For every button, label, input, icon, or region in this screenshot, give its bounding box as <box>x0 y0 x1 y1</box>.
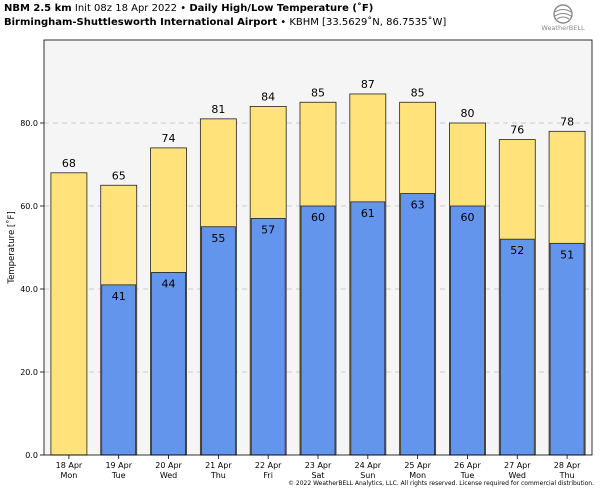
low-value-label: 52 <box>510 244 524 257</box>
data-labels: 68 65 41 74 44 81 55 84 57 85 60 87 61 85 63 80 60 76 52 78… <box>62 78 574 303</box>
low-value-label: 44 <box>162 277 176 290</box>
low-value-label: 41 <box>112 290 126 303</box>
low-bar <box>300 205 336 456</box>
x-tick-day: Mon <box>60 471 77 480</box>
station-coords: KBHM [33.5629˚N, 86.7535˚W] <box>289 17 447 28</box>
low-value-label: 60 <box>311 211 325 224</box>
low-bar <box>450 205 485 456</box>
low-bar <box>549 242 585 456</box>
y-axis-label: Temperature [˚F] <box>6 211 17 284</box>
station-name: Birmingham-Shuttlesworth International A… <box>4 17 278 28</box>
x-tick-date: 21 Apr <box>205 461 232 470</box>
x-tick-day: Tue <box>111 471 126 480</box>
x-tick-day: Wed <box>509 471 526 480</box>
header-line-1: NBM 2.5 km Init 08z 18 Apr 2022 • Daily … <box>4 2 446 16</box>
separator-bullet: • <box>180 3 187 14</box>
x-tick-day: Tue <box>460 471 475 480</box>
x-tick-date: 24 Apr <box>355 461 382 470</box>
x-tick-date: 27 Apr <box>504 461 531 470</box>
low-value-label: 60 <box>460 211 474 224</box>
low-bar <box>250 218 286 456</box>
x-tick-day: Fri <box>263 471 273 480</box>
low-bar <box>499 238 535 456</box>
high-value-label: 78 <box>560 115 574 128</box>
y-tick-label: 80.0 <box>20 119 38 128</box>
x-tick-date: 25 Apr <box>404 461 431 470</box>
low-bars <box>101 193 585 456</box>
high-bar <box>50 172 88 456</box>
separator-bullet: • <box>280 17 287 28</box>
high-value-label: 76 <box>510 124 524 137</box>
low-value-label: 51 <box>560 248 574 261</box>
x-tick-date: 26 Apr <box>454 461 481 470</box>
high-value-label: 87 <box>361 78 375 91</box>
x-tick-day: Thu <box>210 471 226 480</box>
header-line-2: Birmingham-Shuttlesworth International A… <box>4 16 446 30</box>
x-tick-day: Sun <box>360 471 375 480</box>
y-axis: 0.0 20.0 40.0 60.0 80.0 <box>20 119 44 460</box>
high-value-label: 65 <box>112 169 126 182</box>
x-tick-day: Sat <box>311 471 324 480</box>
y-tick-label: 40.0 <box>20 285 38 294</box>
x-tick-date: 23 Apr <box>305 461 332 470</box>
low-bar <box>101 284 137 456</box>
chart-title: Daily High/Low Temperature (˚F) <box>189 3 374 14</box>
high-value-label: 80 <box>460 107 474 120</box>
x-tick-day: Thu <box>559 471 575 480</box>
globe-swirl-icon: WeatherBELL <box>541 4 585 32</box>
weatherbell-logo: WeatherBELL <box>532 3 594 33</box>
x-tick-day: Mon <box>409 471 426 480</box>
y-tick-label: 20.0 <box>20 368 38 377</box>
low-value-label: 57 <box>261 223 275 236</box>
x-tick-date: 20 Apr <box>155 461 182 470</box>
copyright-notice: © 2022 WeatherBELL Analytics, LLC. All r… <box>288 480 594 487</box>
y-tick-label: 0.0 <box>25 451 38 460</box>
x-tick-date: 18 Apr <box>56 461 83 470</box>
low-value-label: 61 <box>361 207 375 220</box>
low-bar <box>350 201 386 456</box>
init-time: Init 08z 18 Apr 2022 <box>74 3 178 14</box>
low-bar <box>151 271 186 456</box>
x-tick-day: Wed <box>160 471 177 480</box>
high-value-label: 85 <box>311 86 325 99</box>
x-tick-date: 22 Apr <box>255 461 282 470</box>
low-bar <box>400 193 436 456</box>
high-value-label: 84 <box>261 90 275 103</box>
model-name: NBM 2.5 km <box>4 3 72 14</box>
x-tick-date: 19 Apr <box>105 461 132 470</box>
low-value-label: 63 <box>411 199 425 212</box>
high-value-label: 81 <box>211 103 225 116</box>
high-value-label: 68 <box>62 157 76 170</box>
logo-text: WeatherBELL <box>541 24 585 32</box>
y-tick-label: 60.0 <box>20 202 38 211</box>
plot-frame <box>43 39 593 456</box>
chart-header: NBM 2.5 km Init 08z 18 Apr 2022 • Daily … <box>4 2 446 30</box>
low-bar <box>200 226 236 456</box>
high-value-label: 74 <box>162 132 176 145</box>
x-tick-date: 28 Apr <box>554 461 581 470</box>
high-value-label: 85 <box>411 86 425 99</box>
low-value-label: 55 <box>211 232 225 245</box>
